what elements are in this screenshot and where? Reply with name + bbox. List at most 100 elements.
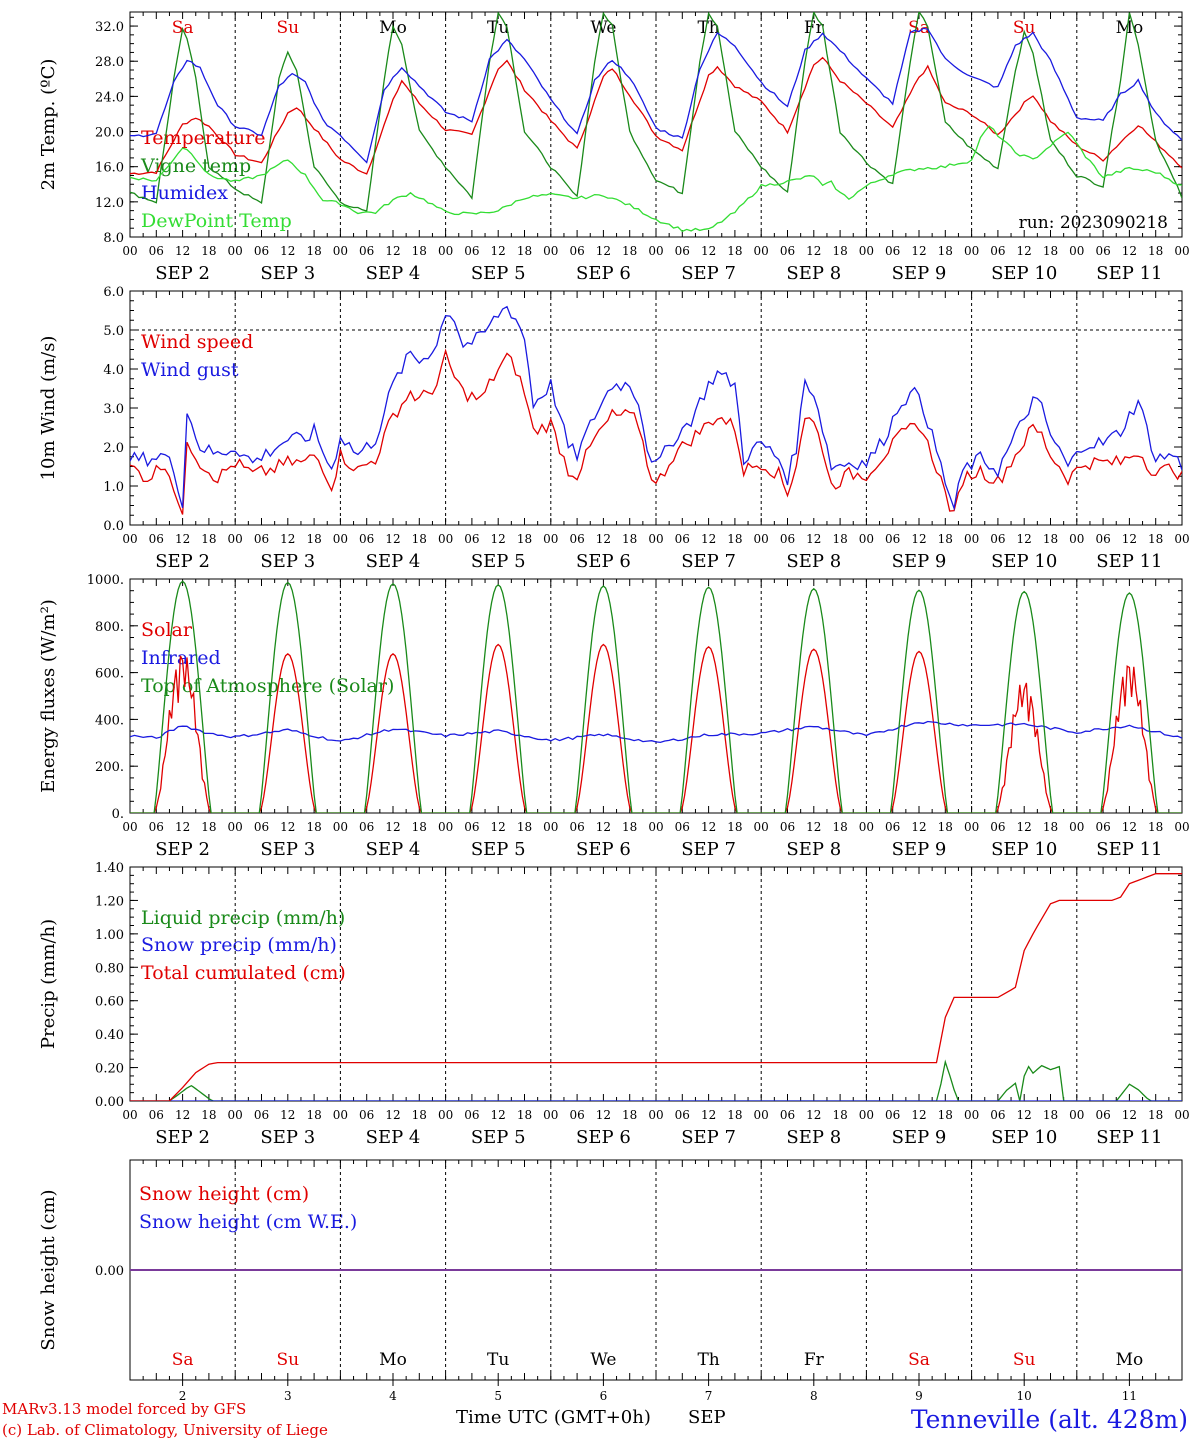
date-label: SEP 10: [991, 551, 1057, 572]
y-tick-label: 0.: [112, 807, 124, 822]
hour-tick-label: 18: [938, 1108, 953, 1122]
date-label: SEP 4: [366, 839, 421, 860]
hour-tick-label: 06: [1095, 532, 1110, 546]
date-label: SEP 7: [681, 1127, 736, 1148]
hour-tick-label: 06: [359, 1108, 374, 1122]
weekday-label: Su: [1013, 18, 1036, 38]
legend-total-cumulated: Total cumulated (cm): [141, 962, 346, 984]
series-line: [130, 720, 1182, 744]
hour-tick-label: 00: [122, 820, 137, 834]
hour-tick-label: 18: [622, 820, 637, 834]
hour-tick-label: 00: [1069, 820, 1084, 834]
hour-tick-label: 12: [385, 820, 400, 834]
y-axis-label: Snow height (cm): [38, 1189, 59, 1350]
hour-tick-label: 12: [596, 1108, 611, 1122]
hour-tick-label: 18: [727, 244, 742, 258]
y-axis-label: Energy fluxes (W/m²): [38, 599, 59, 793]
y-tick-label: 0.60: [95, 995, 124, 1010]
hour-tick-label: 00: [1174, 820, 1189, 834]
weekday-label: Sa: [908, 18, 930, 38]
hour-tick-label: 18: [1148, 820, 1163, 834]
hour-tick-label: 18: [306, 532, 321, 546]
date-label: SEP 6: [576, 263, 631, 284]
y-tick-label: 5.0: [103, 324, 124, 339]
hour-tick-label: 00: [228, 1108, 243, 1122]
y-tick-label: 4.0: [103, 363, 124, 378]
series-line: [130, 348, 1182, 515]
hour-tick-label: 06: [1095, 244, 1110, 258]
weekday-label: Su: [1013, 1350, 1036, 1370]
hour-tick-label: 06: [569, 820, 584, 834]
date-label: SEP 8: [786, 551, 841, 572]
hour-tick-label: 06: [464, 820, 479, 834]
hour-tick-label: 12: [806, 244, 821, 258]
hour-tick-label: 06: [885, 820, 900, 834]
date-label: SEP 5: [471, 551, 526, 572]
hour-tick-label: 18: [622, 244, 637, 258]
hour-tick-label: 12: [701, 1108, 716, 1122]
hour-tick-label: 00: [333, 244, 348, 258]
hour-tick-label: 00: [859, 1108, 874, 1122]
y-tick-label: 28.0: [95, 55, 124, 70]
hour-tick-label: 00: [1069, 244, 1084, 258]
copyright: (c) Lab. of Climatology, University of L…: [2, 1421, 328, 1439]
y-tick-label: 8.0: [103, 231, 124, 246]
legend-wind-gust: Wind gust: [141, 359, 239, 381]
date-label: SEP 4: [366, 1127, 421, 1148]
hour-tick-label: 06: [885, 1108, 900, 1122]
date-label: SEP 8: [786, 1127, 841, 1148]
month-label: SEP: [688, 1407, 726, 1428]
weekday-label: Su: [276, 1350, 299, 1370]
hour-tick-label: 18: [1043, 820, 1058, 834]
date-label: SEP 9: [892, 839, 947, 860]
hour-tick-label: 00: [543, 244, 558, 258]
hour-tick-label: 00: [964, 244, 979, 258]
date-label: SEP 3: [260, 263, 315, 284]
weekday-label: Fr: [804, 1350, 825, 1370]
hour-tick-label: 06: [780, 532, 795, 546]
hour-tick-label: 18: [727, 820, 742, 834]
date-label: SEP 5: [471, 263, 526, 284]
hour-tick-label: 06: [464, 1108, 479, 1122]
hour-tick-label: 12: [491, 1108, 506, 1122]
hour-tick-label: 06: [569, 1108, 584, 1122]
hour-tick-label: 12: [385, 532, 400, 546]
date-label: SEP 6: [576, 1127, 631, 1148]
hour-tick-label: 12: [701, 532, 716, 546]
y-tick-label: 0.0: [103, 519, 124, 534]
hour-tick-label: 18: [938, 820, 953, 834]
weekday-label: Mo: [379, 1350, 407, 1370]
hour-tick-label: 00: [122, 244, 137, 258]
hour-tick-label: 06: [359, 244, 374, 258]
series-line: [130, 125, 1182, 233]
hour-tick-label: 00: [543, 1108, 558, 1122]
date-label: SEP 5: [471, 1127, 526, 1148]
hour-tick-label: 18: [727, 532, 742, 546]
hour-tick-label: 06: [990, 820, 1005, 834]
hour-tick-label: 00: [1069, 532, 1084, 546]
y-tick-label: 0.00: [95, 1264, 124, 1279]
hour-tick-label: 18: [201, 532, 216, 546]
weekday-label: Fr: [804, 18, 825, 38]
day-number-label: 9: [915, 1389, 923, 1403]
hour-tick-label: 00: [964, 820, 979, 834]
y-tick-label: 1.0: [103, 480, 124, 495]
hour-tick-label: 12: [596, 820, 611, 834]
hour-tick-label: 00: [438, 532, 453, 546]
hour-tick-label: 06: [675, 820, 690, 834]
date-label: SEP 3: [260, 1127, 315, 1148]
y-tick-label: 1.40: [95, 861, 124, 876]
series-line: [130, 305, 1182, 511]
hour-tick-label: 06: [1095, 1108, 1110, 1122]
day-number-label: 11: [1122, 1389, 1137, 1403]
y-tick-label: 3.0: [103, 402, 124, 417]
hour-tick-label: 00: [333, 820, 348, 834]
hour-tick-label: 18: [517, 820, 532, 834]
hour-tick-label: 00: [1174, 532, 1189, 546]
date-label: SEP 4: [366, 263, 421, 284]
model-credit: MARv3.13 model forced by GFS: [2, 1400, 246, 1418]
hour-tick-label: 18: [938, 532, 953, 546]
hour-tick-label: 06: [675, 1108, 690, 1122]
weekday-label: We: [590, 1350, 616, 1370]
hour-tick-label: 00: [648, 1108, 663, 1122]
